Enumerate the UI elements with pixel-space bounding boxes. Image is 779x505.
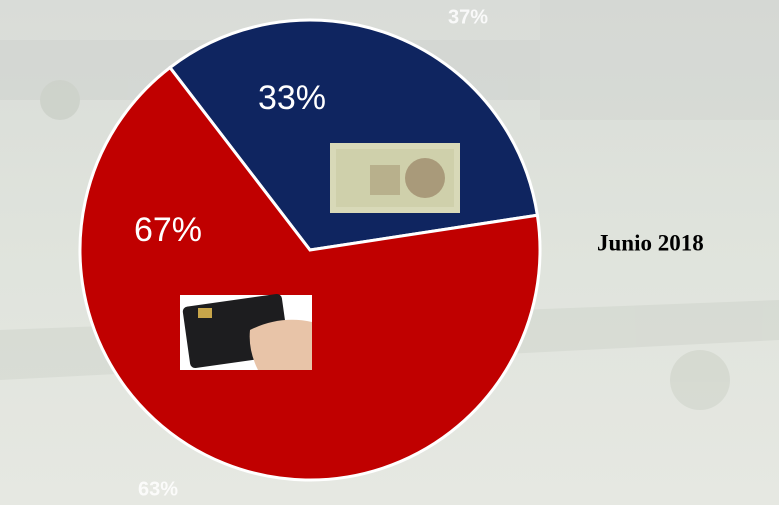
chart: 33% 67% 37% 63% Junio 2018 <box>0 0 779 505</box>
credit-card-image <box>180 293 312 370</box>
data-label: 33% <box>258 79 326 117</box>
banknote-image <box>330 143 460 213</box>
annotation: 63% <box>138 478 178 500</box>
data-label: 67% <box>134 211 202 249</box>
subtitle: Junio 2018 <box>597 230 704 255</box>
annotation: 37% <box>448 6 488 28</box>
